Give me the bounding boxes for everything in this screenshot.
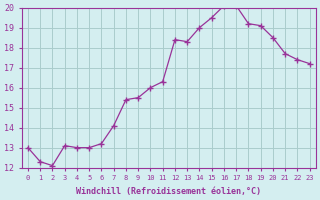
- X-axis label: Windchill (Refroidissement éolien,°C): Windchill (Refroidissement éolien,°C): [76, 187, 261, 196]
